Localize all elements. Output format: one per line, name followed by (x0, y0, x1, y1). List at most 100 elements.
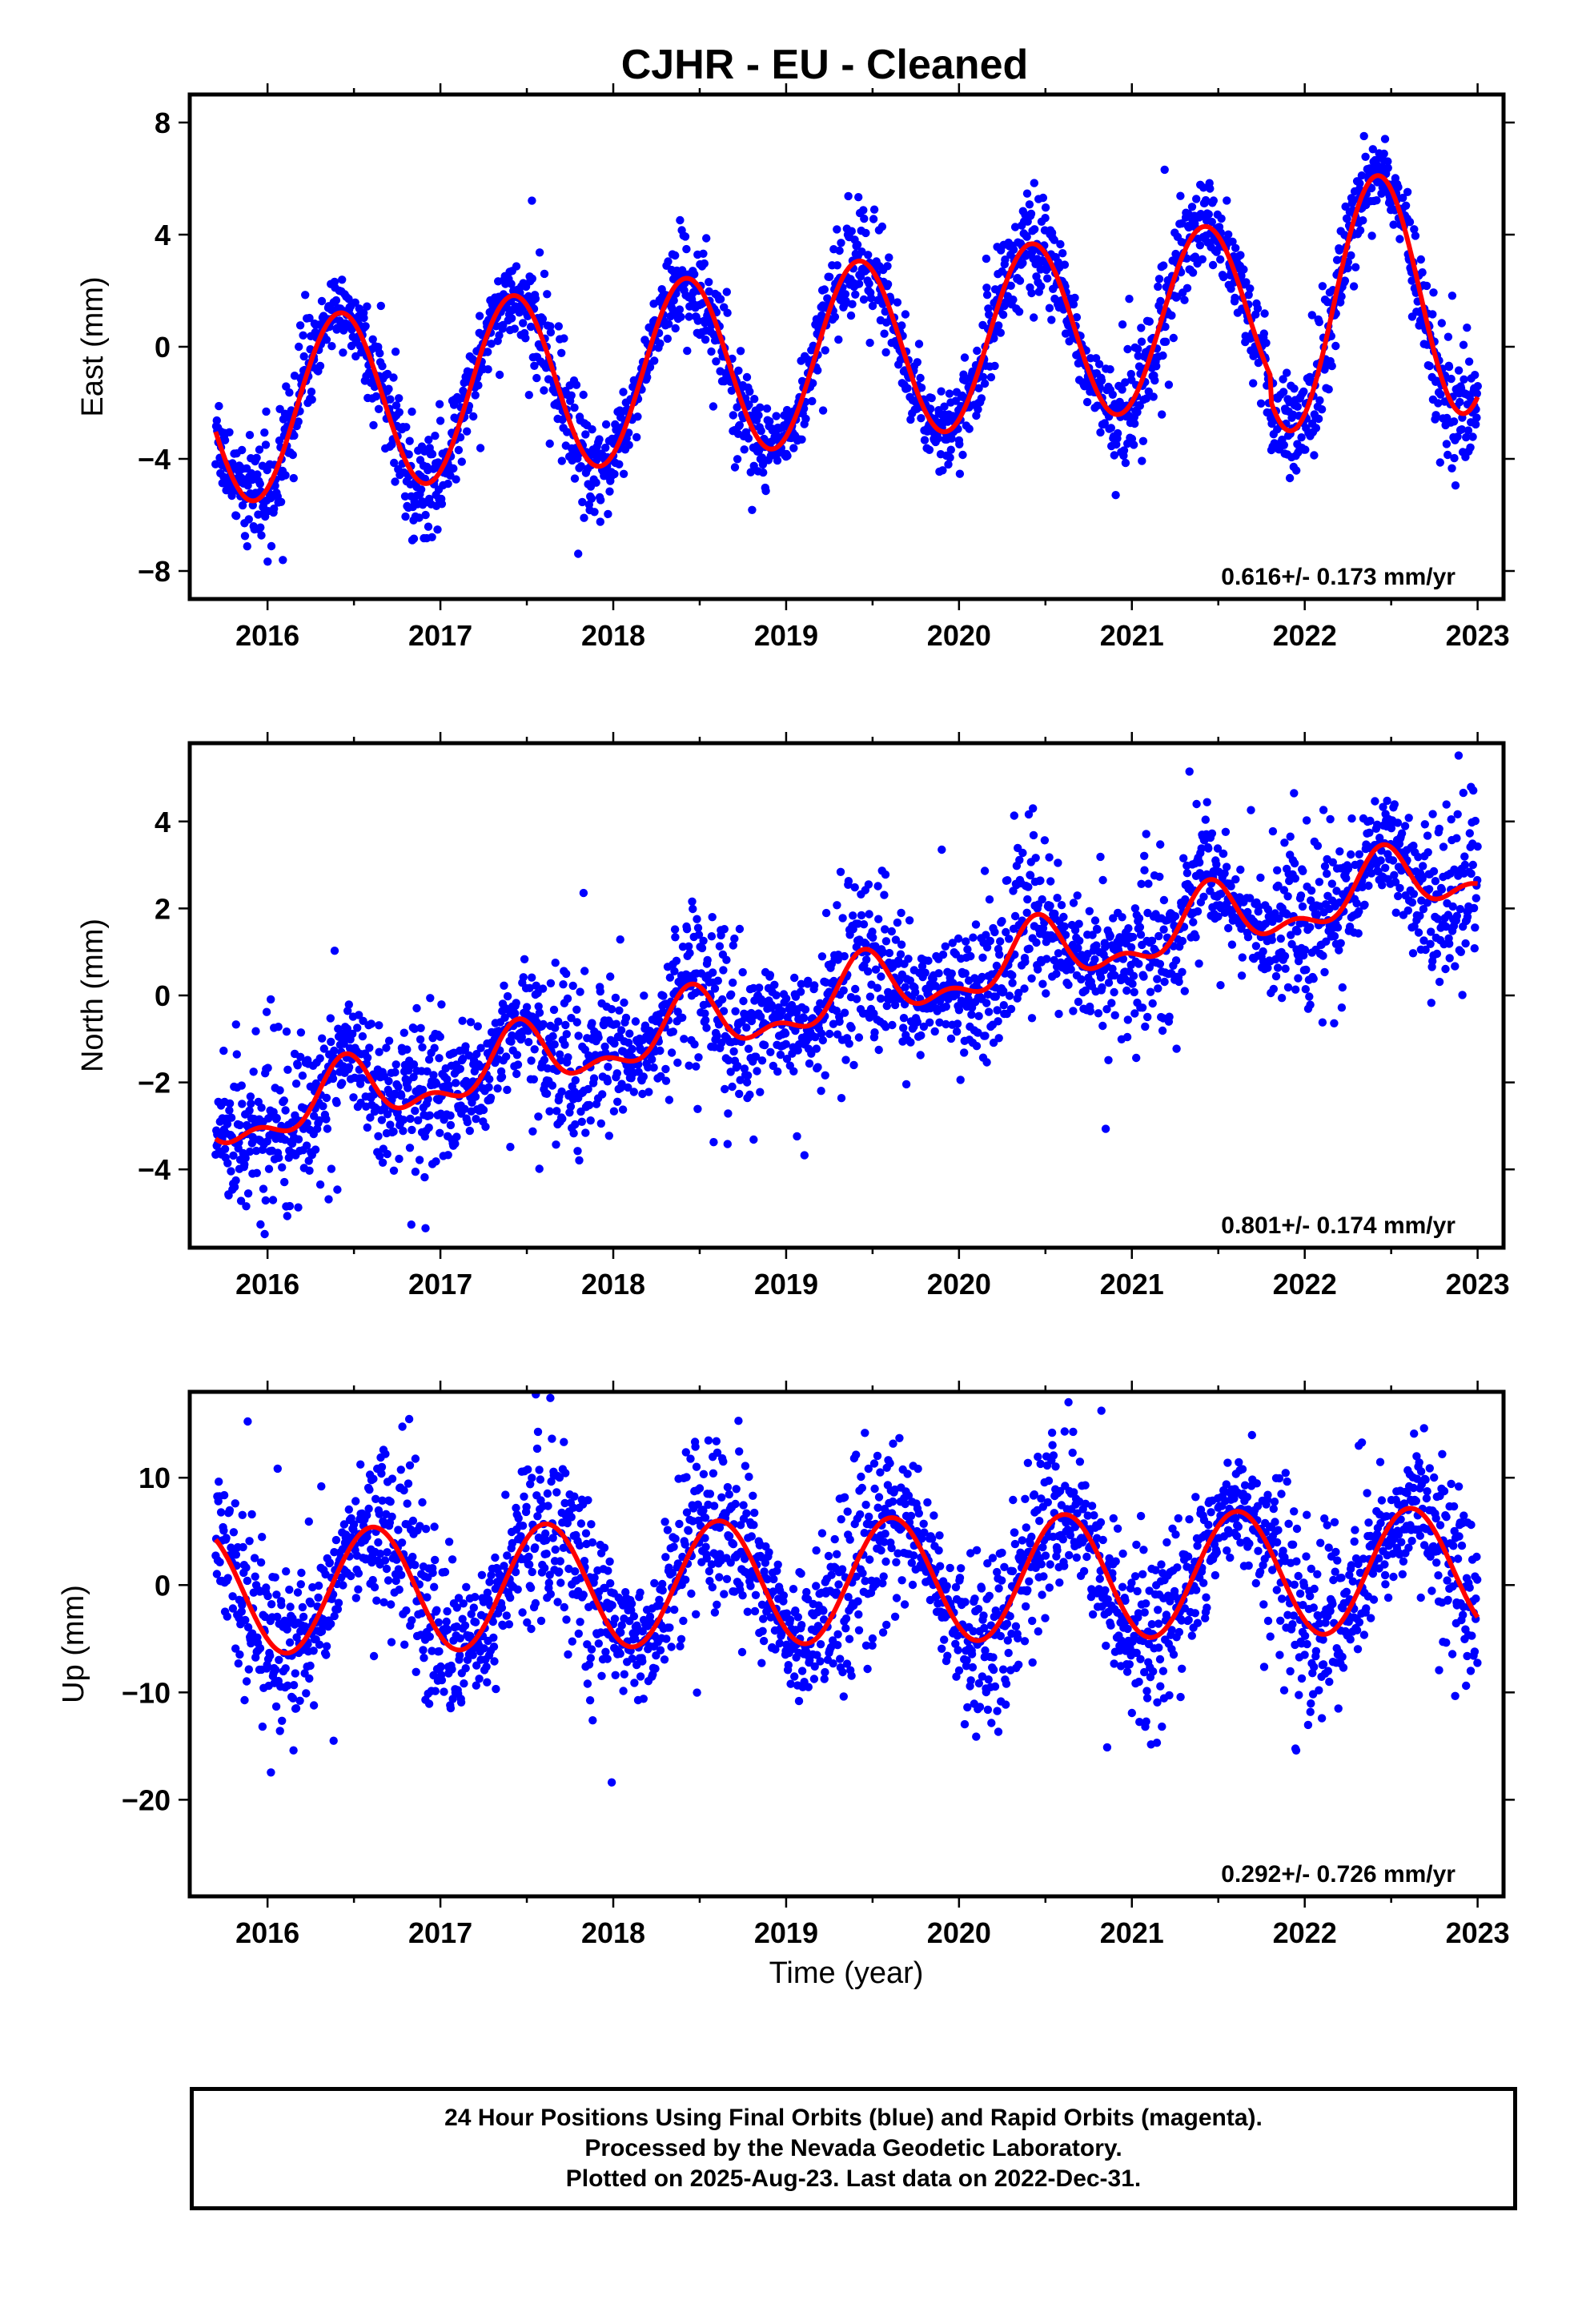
east-data-point (1324, 385, 1333, 394)
north-data-point (1390, 870, 1399, 880)
east-data-point (1138, 436, 1148, 445)
east-data-point (748, 505, 757, 514)
east-data-point (1154, 275, 1164, 283)
east-data-point (457, 457, 466, 466)
north-data-point (1327, 879, 1337, 888)
north-data-point (724, 1109, 733, 1118)
north-data-point (1140, 866, 1149, 875)
east-data-point (675, 305, 685, 314)
north-data-point (742, 1023, 751, 1032)
north-data-point (1293, 927, 1302, 936)
north-data-point (411, 1168, 420, 1176)
north-data-point (282, 1027, 291, 1036)
up-data-point (241, 1615, 250, 1625)
north-data-point (1059, 912, 1068, 922)
north-data-point (594, 1033, 603, 1042)
north-data-point (1195, 858, 1204, 867)
north-data-point (672, 956, 681, 966)
north-data-point (665, 1096, 674, 1104)
north-data-point (625, 1029, 634, 1038)
north-data-point (615, 1006, 624, 1015)
east-data-point (683, 346, 692, 356)
north-data-point (744, 1044, 753, 1053)
north-data-point (1352, 899, 1361, 908)
north-data-point (1280, 838, 1289, 847)
north-data-point (678, 1013, 687, 1023)
north-data-point (1445, 954, 1454, 963)
north-data-point (1227, 940, 1237, 949)
north-data-point (845, 1039, 853, 1048)
north-data-point (1273, 963, 1283, 972)
north-data-point (572, 1005, 581, 1015)
east-data-point (1195, 241, 1205, 250)
north-data-point (451, 1140, 460, 1148)
east-data-point (588, 425, 596, 434)
north-data-point (1347, 850, 1355, 859)
north-data-point (998, 917, 1006, 926)
north-data-point (557, 1087, 566, 1096)
north-data-point (554, 1017, 563, 1026)
east-data-point (1121, 458, 1130, 468)
up-data-point (219, 1526, 228, 1535)
east-data-point (818, 406, 828, 415)
north-data-point (542, 1089, 552, 1099)
east-xtick-label: 2018 (581, 619, 645, 652)
north-data-point (1098, 983, 1106, 992)
east-data-point (1379, 149, 1388, 159)
east-data-point (1380, 135, 1390, 143)
north-data-point (603, 1077, 612, 1086)
north-scatter-points (211, 751, 1482, 1239)
north-ylabel: North (mm) (76, 919, 110, 1072)
north-fit-line (214, 842, 1479, 1146)
north-data-point (220, 1144, 230, 1154)
east-data-point (1315, 318, 1324, 327)
east-data-point (1145, 317, 1154, 326)
east-data-point (643, 372, 652, 382)
north-data-point (864, 880, 873, 889)
east-data-point (1056, 239, 1065, 249)
east-data-point (376, 301, 385, 311)
north-data-point (1429, 866, 1439, 876)
north-data-point (946, 1034, 956, 1043)
north-data-point (569, 1129, 578, 1138)
north-data-point (781, 1029, 790, 1038)
east-data-point (507, 314, 516, 323)
east-data-point (1082, 397, 1092, 407)
north-panel: 2016 2017 2018 2019 2020 2021 2022 2023−4−2024N… (76, 732, 1515, 1301)
north-data-point (1383, 796, 1391, 806)
east-data-point (474, 381, 483, 390)
north-data-point (960, 1048, 969, 1057)
north-xtick-label: 2019 (754, 1268, 818, 1301)
north-data-point (756, 1088, 765, 1096)
east-data-point (469, 412, 478, 421)
north-data-point (1122, 1032, 1132, 1042)
north-data-point (1006, 1004, 1016, 1014)
north-data-point (1077, 975, 1086, 984)
east-data-point (881, 348, 890, 357)
north-data-point (1469, 786, 1478, 795)
north-data-point (1005, 935, 1014, 943)
east-data-point (1327, 361, 1336, 371)
north-data-point (1008, 979, 1017, 987)
east-data-point (1026, 209, 1036, 219)
north-data-point (1005, 991, 1014, 1000)
east-data-point (1137, 324, 1146, 332)
north-data-point (896, 950, 905, 959)
east-data-point (712, 357, 721, 366)
north-data-point (656, 1046, 665, 1055)
north-data-point (1336, 939, 1345, 948)
north-data-point (596, 987, 604, 996)
north-data-point (429, 1071, 438, 1080)
east-data-point (955, 469, 965, 478)
north-data-point (424, 1123, 433, 1132)
north-data-point (530, 1045, 539, 1054)
up-data-point (251, 1572, 259, 1581)
north-data-point (1335, 946, 1343, 955)
east-data-point (885, 253, 893, 262)
north-data-point (1404, 814, 1413, 822)
east-data-point (762, 404, 772, 413)
north-data-point (327, 1164, 336, 1173)
east-data-point (510, 324, 519, 333)
north-data-point (1104, 1055, 1113, 1065)
north-data-point (1052, 969, 1061, 979)
